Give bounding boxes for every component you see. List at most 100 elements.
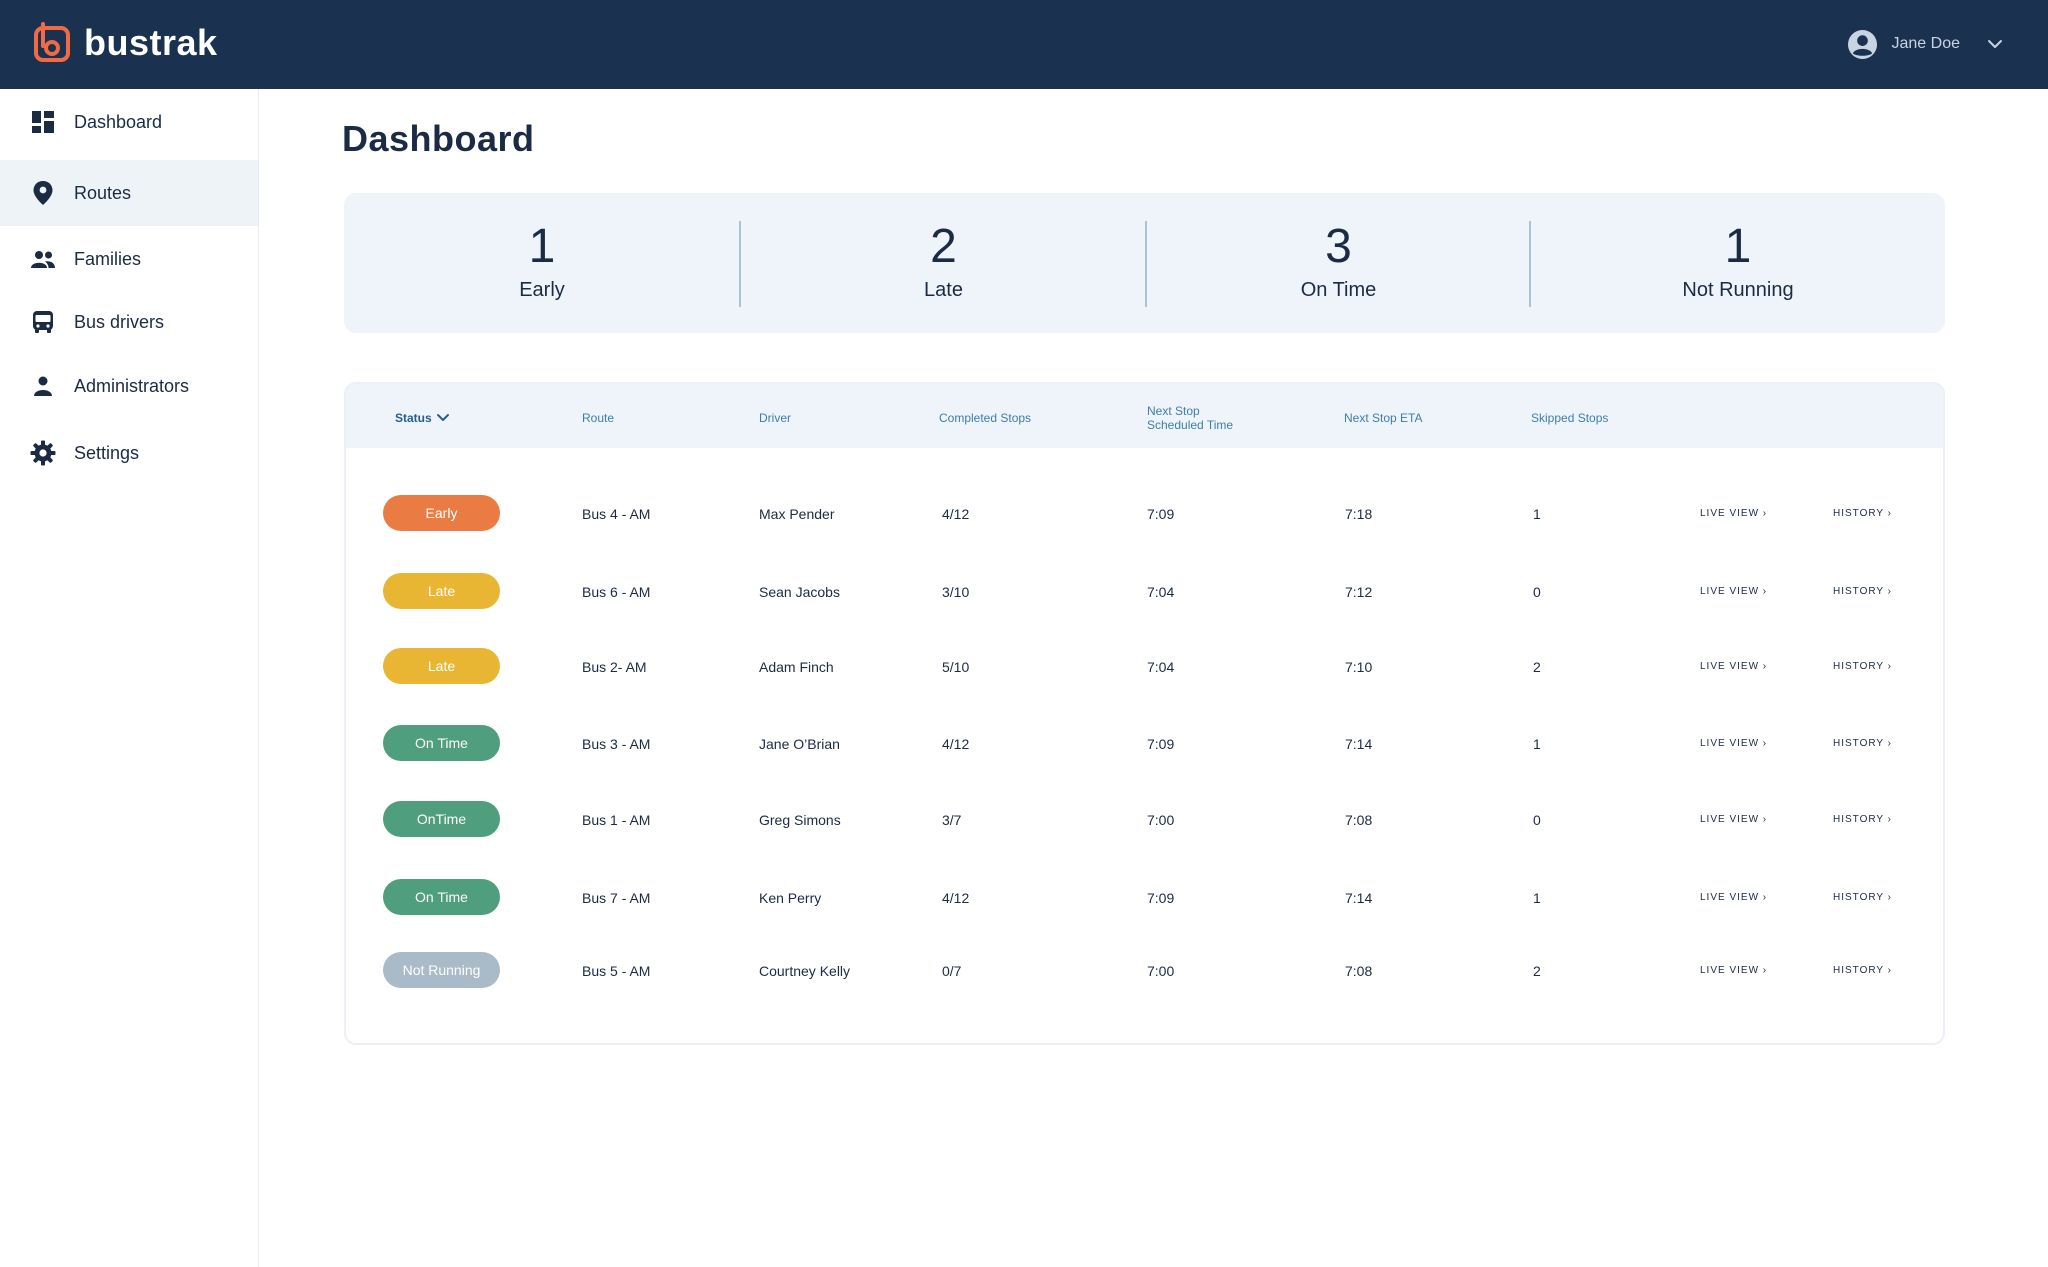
summary-label: On Time	[1300, 279, 1377, 301]
next-stop-scheduled-cell: 7:04	[1147, 584, 1175, 600]
live-view-link[interactable]: LIVE VIEW ›	[1700, 965, 1768, 976]
sidebar-item-label: Routes	[74, 182, 132, 203]
history-link[interactable]: HISTORY ›	[1833, 965, 1893, 976]
user-name: Jane Doe	[1891, 35, 1961, 52]
sidebar-item-dashboard[interactable]: Dashboard	[0, 89, 258, 155]
skipped-stops-cell: 2	[1533, 659, 1541, 675]
next-stop-scheduled-cell: 7:09	[1147, 736, 1175, 752]
sidebar-item-bus-drivers[interactable]: Bus drivers	[0, 289, 258, 355]
table-row: On Time Bus 7 - AM Ken Perry 4/12 7:09 7:14 1 L…	[346, 868, 1943, 926]
chevron-down-icon	[1988, 40, 2002, 48]
column-header-driver[interactable]: Driver	[759, 411, 791, 425]
live-view-link[interactable]: LIVE VIEW ›	[1700, 586, 1768, 597]
route-cell: Bus 1 - AM	[582, 812, 651, 828]
app-logo[interactable]: bustrak	[32, 20, 218, 66]
summary-not-running: 1 Not Running	[1531, 193, 1945, 333]
next-stop-eta-cell: 7:10	[1345, 659, 1373, 675]
status-badge: Not Running	[383, 952, 500, 988]
summary-late: 2 Late	[741, 193, 1146, 333]
summary-divider	[1529, 221, 1531, 307]
next-stop-scheduled-cell: 7:00	[1147, 963, 1175, 979]
dashboard-icon	[30, 109, 56, 135]
completed-stops-cell: 4/12	[942, 736, 970, 752]
column-header-completed-stops[interactable]: Completed Stops	[939, 411, 1032, 425]
sidebar-item-label: Administrators	[74, 375, 190, 396]
skipped-stops-cell: 0	[1533, 812, 1541, 828]
summary-divider	[1145, 221, 1147, 307]
skipped-stops-cell: 2	[1533, 963, 1541, 979]
history-link[interactable]: HISTORY ›	[1833, 508, 1893, 519]
route-cell: Bus 5 - AM	[582, 963, 651, 979]
route-cell: Bus 4 - AM	[582, 506, 651, 522]
live-view-link[interactable]: LIVE VIEW ›	[1700, 892, 1768, 903]
summary-value: 3	[1325, 220, 1352, 273]
table-row: Late Bus 2- AM Adam Finch 5/10 7:04 7:10 2 LIVE…	[346, 637, 1943, 695]
live-view-link[interactable]: LIVE VIEW ›	[1700, 661, 1768, 672]
table-row: Early Bus 4 - AM Max Pender 4/12 7:09 7:18 1 LI…	[346, 484, 1943, 542]
summary-value: 1	[1724, 220, 1752, 273]
table-row: Not Running Bus 5 - AM Courtney Kelly 0/7 7:…	[346, 941, 1943, 999]
column-header-label: Scheduled Time	[1147, 418, 1234, 432]
skipped-stops-cell: 1	[1533, 736, 1541, 752]
table-row: On Time Bus 3 - AM Jane O’Brian 4/12 7:09 7:1…	[346, 714, 1943, 772]
next-stop-eta-cell: 7:14	[1345, 736, 1373, 752]
driver-cell: Greg Simons	[759, 812, 841, 828]
history-link[interactable]: HISTORY ›	[1833, 738, 1893, 749]
completed-stops-cell: 3/10	[942, 584, 970, 600]
next-stop-eta-cell: 7:12	[1345, 584, 1373, 600]
driver-cell: Adam Finch	[759, 659, 834, 675]
completed-stops-cell: 3/7	[942, 812, 962, 828]
top-bar: bustrak Jane Doe	[0, 0, 2048, 89]
status-badge: OnTime	[383, 801, 500, 837]
summary-early: 1 Early	[344, 193, 740, 333]
summary-value: 1	[528, 220, 556, 273]
history-link[interactable]: HISTORY ›	[1833, 814, 1893, 825]
history-link[interactable]: HISTORY ›	[1833, 892, 1893, 903]
skipped-stops-cell: 1	[1533, 506, 1541, 522]
status-summary: 1 Early 2 Late 3 On Time 1 Not Running	[344, 193, 1945, 333]
next-stop-scheduled-cell: 7:09	[1147, 506, 1175, 522]
table-row: Late Bus 6 - AM Sean Jacobs 3/10 7:04 7:12 0 LI…	[346, 562, 1943, 620]
column-header-next-stop-eta[interactable]: Next Stop ETA	[1344, 411, 1423, 425]
live-view-link[interactable]: LIVE VIEW ›	[1700, 738, 1768, 749]
sidebar-item-administrators[interactable]: Administrators	[0, 353, 258, 419]
sidebar-item-families[interactable]: Families	[0, 226, 258, 292]
skipped-stops-cell: 0	[1533, 584, 1541, 600]
summary-on-time: 3 On Time	[1147, 193, 1530, 333]
table-header: Status Route Driver Completed Stops Next…	[346, 384, 1943, 448]
sidebar-item-label: Bus drivers	[74, 311, 165, 332]
column-header-skipped-stops[interactable]: Skipped Stops	[1531, 411, 1609, 425]
driver-cell: Jane O’Brian	[759, 736, 840, 752]
next-stop-scheduled-cell: 7:04	[1147, 659, 1175, 675]
route-cell: Bus 6 - AM	[582, 584, 651, 600]
next-stop-eta-cell: 7:18	[1345, 506, 1373, 522]
sidebar-item-settings[interactable]: Settings	[0, 420, 258, 486]
sidebar-item-routes[interactable]: Routes	[0, 160, 258, 226]
status-badge: Late	[383, 648, 500, 684]
history-link[interactable]: HISTORY ›	[1833, 661, 1893, 672]
status-badge: On Time	[383, 879, 500, 915]
sidebar-item-label: Settings	[74, 442, 140, 463]
skipped-stops-cell: 1	[1533, 890, 1541, 906]
column-header-next-stop-scheduled[interactable]: Next Stop Scheduled Time	[1147, 404, 1233, 432]
summary-label: Not Running	[1682, 279, 1794, 301]
next-stop-eta-cell: 7:08	[1345, 963, 1373, 979]
completed-stops-cell: 4/12	[942, 890, 970, 906]
person-icon	[30, 373, 56, 399]
next-stop-eta-cell: 7:08	[1345, 812, 1373, 828]
completed-stops-cell: 0/7	[942, 963, 962, 979]
status-badge: Early	[383, 495, 500, 531]
table-row: OnTime Bus 1 - AM Greg Simons 3/7 7:00 7:08 0 L…	[346, 790, 1943, 848]
live-view-link[interactable]: LIVE VIEW ›	[1700, 508, 1768, 519]
chevron-down-icon	[436, 414, 449, 421]
location-pin-icon	[30, 180, 56, 206]
column-header-route[interactable]: Route	[582, 411, 615, 425]
status-badge: Late	[383, 573, 500, 609]
history-link[interactable]: HISTORY ›	[1833, 586, 1893, 597]
live-view-link[interactable]: LIVE VIEW ›	[1700, 814, 1768, 825]
column-header-status[interactable]: Status	[395, 411, 450, 425]
route-cell: Bus 2- AM	[582, 659, 647, 675]
summary-value: 2	[930, 220, 957, 273]
user-menu[interactable]: Jane Doe	[1847, 26, 2005, 62]
app-name: bustrak	[84, 22, 218, 63]
